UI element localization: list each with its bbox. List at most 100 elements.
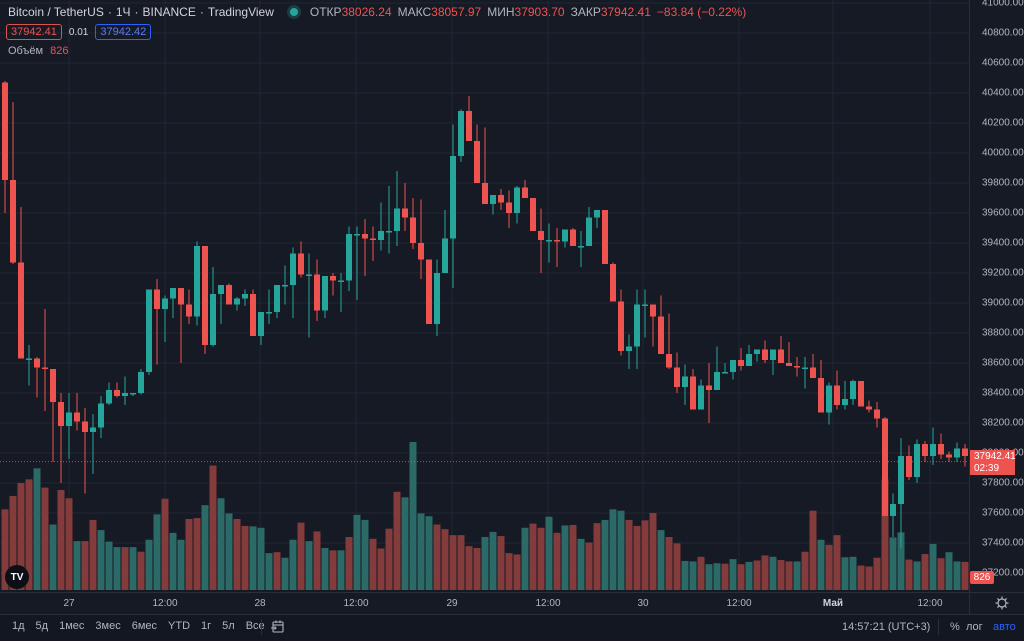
range-3m-button[interactable]: 3мес — [95, 620, 121, 632]
range-all-button[interactable]: Все — [245, 620, 265, 632]
volume-bar — [577, 538, 585, 590]
volume-bar — [849, 556, 857, 590]
price-tick: 40400.00 — [982, 87, 1024, 99]
candle — [522, 187, 528, 198]
current-price-value: 37942.41 — [974, 451, 1016, 462]
volume-bar — [537, 527, 545, 590]
time-tick: 12:00 — [917, 598, 943, 609]
volume-bar — [761, 555, 769, 590]
candle — [202, 246, 208, 345]
symbol-name[interactable]: Bitcoin / TetherUS — [8, 5, 104, 19]
volume-bar — [57, 489, 65, 590]
separator: · — [199, 5, 204, 19]
candle — [122, 393, 128, 396]
candle — [506, 202, 512, 213]
spread-value: 0.01 — [68, 26, 89, 38]
gear-icon[interactable] — [995, 596, 1009, 610]
auto-scale-toggle[interactable]: авто — [993, 621, 1016, 633]
range-5d-button[interactable]: 5д — [35, 620, 49, 632]
candle — [82, 421, 88, 432]
range-1m-button[interactable]: 1мес — [59, 620, 85, 632]
volume-value: 826 — [50, 45, 69, 57]
candle — [42, 367, 48, 369]
volume-bar — [73, 541, 81, 590]
candle — [10, 180, 16, 263]
volume-bar — [745, 561, 753, 590]
candle — [818, 378, 824, 413]
volume-bar — [801, 551, 809, 590]
candle — [530, 198, 536, 231]
volume-bar — [625, 519, 633, 590]
candle — [442, 238, 448, 273]
close-label: ЗАКР — [570, 5, 601, 19]
volume-legend[interactable]: Объём 826 — [8, 45, 68, 57]
volume-bar — [921, 554, 929, 590]
volume-bar — [585, 542, 593, 590]
candlestick-chart[interactable] — [0, 0, 969, 592]
candle — [474, 141, 480, 183]
volume-bar — [569, 524, 577, 590]
range-ytd-button[interactable]: YTD — [168, 620, 191, 632]
candle — [874, 409, 880, 419]
go-to-date-icon[interactable] — [270, 619, 285, 634]
volume-bar — [793, 561, 801, 590]
candle — [946, 454, 952, 458]
candle — [450, 156, 456, 239]
time-tick: 28 — [254, 598, 266, 609]
volume-bar — [297, 522, 305, 590]
chart-area[interactable]: Bitcoin / TetherUS · 1Ч · BINANCE · Trad… — [0, 0, 969, 592]
buy-price-button[interactable]: 37942.42 — [95, 24, 152, 40]
sell-price-button[interactable]: 37942.41 — [6, 24, 62, 40]
volume-bar — [465, 546, 473, 590]
range-5y-button[interactable]: 5л — [222, 620, 235, 632]
provider-label: TradingView — [207, 5, 274, 19]
log-scale-toggle[interactable]: лог — [966, 621, 983, 633]
candle — [626, 346, 632, 351]
range-1d-button[interactable]: 1д — [12, 620, 25, 632]
volume-bar — [897, 532, 905, 590]
volume-bar — [817, 539, 825, 590]
time-tick: 30 — [637, 598, 649, 609]
interval-label[interactable]: 1Ч — [115, 5, 131, 19]
price-tick: 40600.00 — [982, 57, 1024, 69]
candle — [274, 285, 280, 312]
range-1y-button[interactable]: 1г — [201, 620, 212, 632]
volume-bar — [657, 530, 665, 590]
time-tick: 12:00 — [152, 598, 178, 609]
price-tick: 39200.00 — [982, 267, 1024, 279]
volume-bar — [929, 543, 937, 590]
bottom-toolbar: 1д 5д 1мес 3мес 6мес YTD 1г 5л Все 14:57… — [0, 614, 1024, 641]
volume-bar — [521, 527, 529, 590]
candle — [538, 231, 544, 240]
tradingview-logo-icon[interactable]: TV — [5, 565, 29, 589]
volume-bar — [273, 552, 281, 590]
percent-scale-toggle[interactable]: % — [950, 621, 960, 633]
price-tick: 39000.00 — [982, 297, 1024, 309]
volume-bar — [249, 526, 257, 590]
volume-bar — [721, 563, 729, 590]
volume-bar — [377, 548, 385, 590]
candle — [378, 231, 384, 240]
candle — [290, 253, 296, 285]
range-6m-button[interactable]: 6мес — [131, 620, 158, 632]
candle — [34, 358, 40, 368]
time-axis[interactable]: 27 12:00 28 12:00 29 12:00 30 12:00 Май 12:00 — [0, 592, 969, 615]
volume-bar — [225, 513, 233, 590]
price-axis[interactable]: 41000.00 40800.00 40600.00 40400.00 40200.00… — [969, 0, 1024, 592]
candle — [954, 448, 960, 458]
candle — [746, 354, 752, 366]
volume-bar — [785, 561, 793, 590]
candle — [314, 274, 320, 311]
candle — [90, 427, 96, 432]
candle — [178, 288, 184, 305]
time-tick: 12:00 — [535, 598, 561, 609]
volume-label: Объём — [8, 45, 44, 57]
clock-timezone[interactable]: 14:57:21 (UTC+3) — [842, 621, 931, 633]
candle — [154, 289, 160, 309]
volume-bar — [873, 557, 881, 590]
volume-bar — [689, 561, 697, 590]
volume-bar — [881, 479, 889, 590]
candle — [802, 367, 808, 369]
volume-bar — [769, 556, 777, 590]
volume-bar — [417, 513, 425, 590]
